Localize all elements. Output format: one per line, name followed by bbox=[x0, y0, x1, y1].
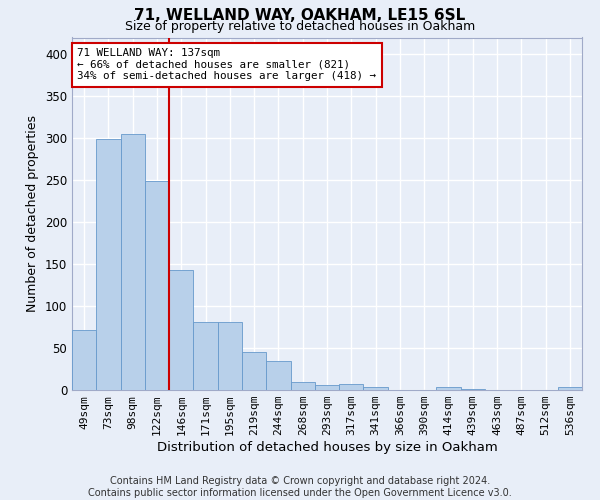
Bar bbox=[266, 362, 290, 390]
Text: Size of property relative to detached houses in Oakham: Size of property relative to detached ho… bbox=[125, 20, 475, 33]
Bar bbox=[315, 385, 339, 390]
Bar bbox=[121, 134, 145, 390]
Bar bbox=[436, 386, 461, 390]
Bar bbox=[218, 322, 242, 390]
Bar bbox=[364, 388, 388, 390]
Text: Contains HM Land Registry data © Crown copyright and database right 2024.
Contai: Contains HM Land Registry data © Crown c… bbox=[88, 476, 512, 498]
Bar bbox=[169, 270, 193, 390]
Bar bbox=[96, 139, 121, 390]
Bar bbox=[193, 322, 218, 390]
Bar bbox=[145, 181, 169, 390]
Bar bbox=[461, 389, 485, 390]
Bar bbox=[242, 352, 266, 390]
Bar bbox=[290, 382, 315, 390]
Text: 71, WELLAND WAY, OAKHAM, LE15 6SL: 71, WELLAND WAY, OAKHAM, LE15 6SL bbox=[134, 8, 466, 22]
Bar bbox=[339, 384, 364, 390]
Text: 71 WELLAND WAY: 137sqm
← 66% of detached houses are smaller (821)
34% of semi-de: 71 WELLAND WAY: 137sqm ← 66% of detached… bbox=[77, 48, 376, 82]
Y-axis label: Number of detached properties: Number of detached properties bbox=[26, 116, 40, 312]
X-axis label: Distribution of detached houses by size in Oakham: Distribution of detached houses by size … bbox=[157, 441, 497, 454]
Bar bbox=[558, 388, 582, 390]
Bar bbox=[72, 330, 96, 390]
